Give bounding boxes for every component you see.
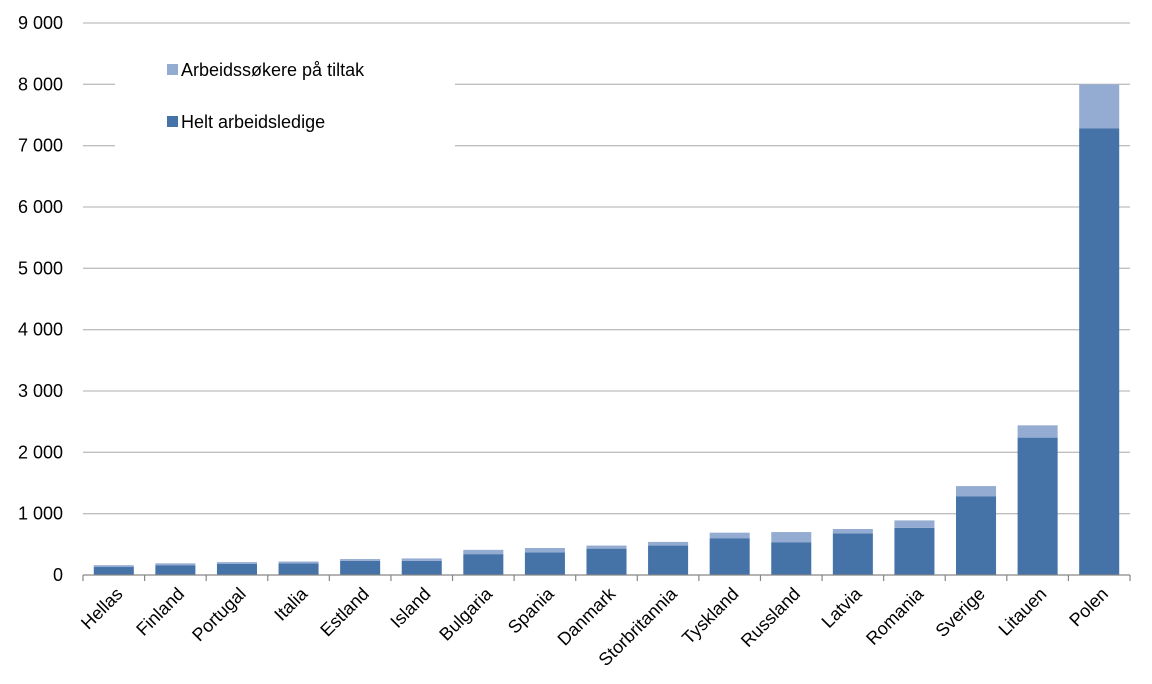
bar-helt-arbeidsledige-danmark <box>586 548 627 575</box>
bar-arbeidssokere-pa-tiltak-spania <box>524 548 565 553</box>
legend-label: Arbeidssøkere på tiltak <box>181 60 365 80</box>
bar-helt-arbeidsledige-romania <box>894 527 935 575</box>
x-tick-label: Latvia <box>818 583 867 632</box>
bar-arbeidssokere-pa-tiltak-polen <box>1079 84 1120 129</box>
bar-arbeidssokere-pa-tiltak-russland <box>771 532 812 543</box>
bar-helt-arbeidsledige-island <box>401 560 442 575</box>
bar-helt-arbeidsledige-hellas <box>93 567 134 575</box>
bar-helt-arbeidsledige-polen <box>1079 128 1120 575</box>
bar-helt-arbeidsledige-litauen <box>1017 437 1058 575</box>
bar-helt-arbeidsledige-tyskland <box>709 538 750 575</box>
bar-arbeidssokere-pa-tiltak-storbritannia <box>648 541 689 546</box>
x-tick-label: Litauen <box>995 584 1051 640</box>
x-tick-label: Portugal <box>188 584 250 646</box>
x-tick-label: Polen <box>1065 584 1112 631</box>
bar-arbeidssokere-pa-tiltak-tyskland <box>709 532 750 539</box>
y-tick-label: 2 000 <box>18 442 63 462</box>
x-tick-label: Bulgaria <box>435 583 497 645</box>
x-tick-label: Island <box>386 584 434 632</box>
bar-helt-arbeidsledige-latvia <box>832 533 873 575</box>
x-tick-label: Estland <box>316 584 373 641</box>
y-tick-label: 8 000 <box>18 74 63 94</box>
x-tick-label: Romania <box>862 583 928 649</box>
x-tick-label: Italia <box>270 583 312 625</box>
y-tick-label: 6 000 <box>18 197 63 217</box>
x-tick-label: Russland <box>737 584 804 651</box>
legend-swatch <box>167 64 178 75</box>
bar-helt-arbeidsledige-italia <box>278 563 319 575</box>
y-tick-label: 7 000 <box>18 136 63 156</box>
bar-arbeidssokere-pa-tiltak-italia <box>278 561 319 564</box>
bar-helt-arbeidsledige-russland <box>771 542 812 575</box>
bar-arbeidssokere-pa-tiltak-finland <box>155 563 196 566</box>
legend: Arbeidssøkere på tiltak Helt arbeidsledig… <box>115 55 455 155</box>
bar-arbeidssokere-pa-tiltak-estland <box>340 559 381 561</box>
bar-helt-arbeidsledige-finland <box>155 565 196 575</box>
bar-helt-arbeidsledige-storbritannia <box>648 545 689 575</box>
x-tick-label: Tyskland <box>678 584 742 648</box>
bar-arbeidssokere-pa-tiltak-portugal <box>216 562 257 564</box>
x-tick-label: Hellas <box>77 584 127 634</box>
x-tick-label: Finland <box>132 584 188 640</box>
bar-helt-arbeidsledige-bulgaria <box>463 554 504 575</box>
x-tick-label: Sverige <box>932 584 989 641</box>
y-tick-label: 9 000 <box>18 13 63 33</box>
bar-arbeidssokere-pa-tiltak-hellas <box>93 565 134 568</box>
bar-arbeidssokere-pa-tiltak-litauen <box>1017 425 1058 438</box>
legend-label: Helt arbeidsledige <box>181 112 325 132</box>
y-tick-label: 4 000 <box>18 320 63 340</box>
y-tick-label: 0 <box>53 565 63 585</box>
y-tick-label: 5 000 <box>18 258 63 278</box>
bar-arbeidssokere-pa-tiltak-romania <box>894 520 935 528</box>
bars <box>93 84 1120 575</box>
y-tick-label: 1 000 <box>18 504 63 524</box>
bar-arbeidssokere-pa-tiltak-danmark <box>586 545 627 549</box>
bar-helt-arbeidsledige-sverige <box>956 496 997 575</box>
bar-arbeidssokere-pa-tiltak-latvia <box>832 529 873 534</box>
x-tick-label: Spania <box>504 583 558 637</box>
bar-arbeidssokere-pa-tiltak-bulgaria <box>463 549 504 555</box>
bar-helt-arbeidsledige-estland <box>340 560 381 575</box>
y-tick-label: 3 000 <box>18 381 63 401</box>
bar-helt-arbeidsledige-spania <box>524 552 565 575</box>
legend-swatch <box>167 116 178 127</box>
bar-arbeidssokere-pa-tiltak-sverige <box>956 486 997 497</box>
bar-arbeidssokere-pa-tiltak-island <box>401 558 442 561</box>
bar-helt-arbeidsledige-portugal <box>216 563 257 575</box>
